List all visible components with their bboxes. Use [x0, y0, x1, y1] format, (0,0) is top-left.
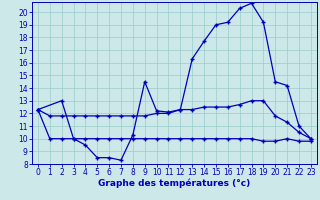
X-axis label: Graphe des températures (°c): Graphe des températures (°c)	[98, 179, 251, 188]
